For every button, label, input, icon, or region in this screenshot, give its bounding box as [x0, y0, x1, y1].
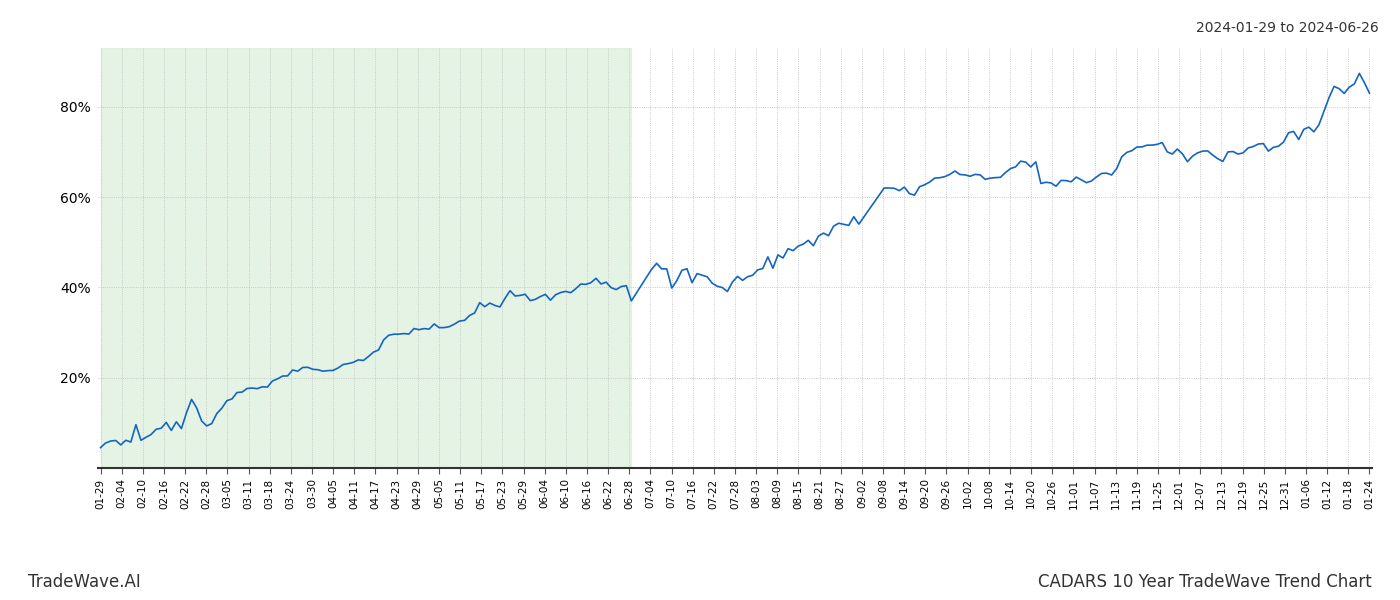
Text: TradeWave.AI: TradeWave.AI: [28, 573, 141, 591]
Text: 2024-01-29 to 2024-06-26: 2024-01-29 to 2024-06-26: [1196, 21, 1379, 35]
Bar: [101, 48, 631, 468]
Text: CADARS 10 Year TradeWave Trend Chart: CADARS 10 Year TradeWave Trend Chart: [1039, 573, 1372, 591]
